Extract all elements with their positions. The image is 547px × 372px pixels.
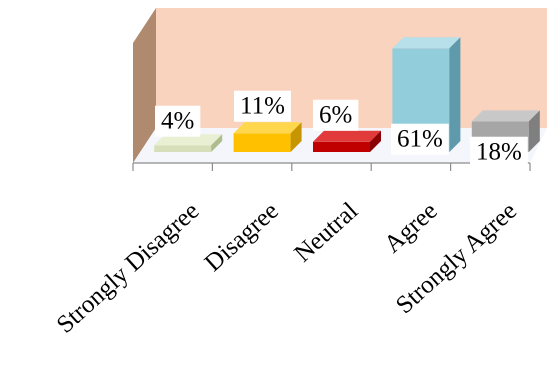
data-label-text: 4% [161, 108, 194, 135]
bar-front [154, 145, 212, 152]
bar-side [449, 37, 461, 152]
data-label-text: 18% [476, 139, 522, 166]
data-label: 4% [155, 105, 201, 137]
bar-top [392, 37, 461, 49]
data-label-box [155, 105, 201, 137]
bar-front [313, 141, 370, 152]
data-label-box [234, 90, 291, 122]
bar-top [313, 130, 381, 142]
data-label: 11% [234, 90, 291, 122]
data-label: 61% [391, 123, 449, 155]
bar-strongly-disagree [154, 134, 223, 152]
data-label-text: 11% [240, 93, 285, 120]
x-axis [132, 162, 531, 171]
data-label-box [470, 136, 528, 168]
data-label: 6% [313, 99, 359, 131]
data-label-text: 6% [319, 102, 352, 129]
chart-side-wall [133, 8, 156, 163]
bar-disagree [233, 122, 302, 152]
x-tick-label: Neutral [289, 197, 363, 267]
bar-side [211, 134, 223, 152]
data-label-box [391, 123, 449, 155]
data-label-box [313, 99, 359, 131]
bar-side [528, 110, 540, 152]
bar-top [471, 110, 540, 122]
x-tick-label: Strongly Disagree [52, 197, 205, 338]
x-tick-label: Disagree [200, 197, 284, 277]
data-label: 18% [470, 136, 528, 168]
data-labels: 4% 11% 6% 61% 18% [155, 90, 528, 168]
bar-front [233, 133, 291, 152]
bar-side [290, 122, 302, 152]
bar-neutral [313, 130, 381, 152]
bar-top [233, 122, 302, 134]
bar-top [154, 134, 223, 146]
bar-side [370, 130, 381, 152]
data-label-text: 61% [397, 126, 443, 153]
x-tick-label: Agree [379, 197, 442, 258]
